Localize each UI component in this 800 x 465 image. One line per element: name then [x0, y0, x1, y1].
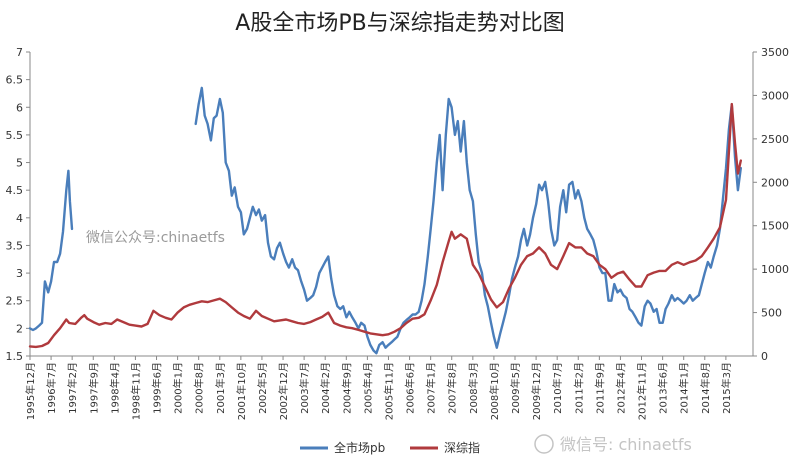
x-tick-label: 1997年2月 [66, 362, 79, 414]
wechat-icon [534, 434, 554, 454]
x-tick-label: 2015年3月 [720, 362, 733, 414]
x-tick-label: 2001年10月 [235, 362, 248, 420]
y-right-tick-label: 2500 [761, 133, 789, 146]
y-right-tick-label: 3000 [761, 89, 789, 102]
y-left-tick-label: 6.5 [6, 74, 24, 87]
y-left-tick-label: 4.5 [6, 184, 24, 197]
y-left-tick-label: 3 [16, 267, 23, 280]
x-tick-label: 2005年11月 [382, 362, 395, 420]
legend-label: 全市场pb [334, 440, 385, 455]
y-left-tick-label: 3.5 [6, 239, 24, 252]
x-tick-label: 2012年4月 [614, 362, 627, 414]
y-left-tick-label: 2.5 [6, 295, 24, 308]
y-right-tick-label: 1000 [761, 263, 789, 276]
x-tick-label: 2002年12月 [277, 362, 290, 420]
series-line-szzs [28, 102, 742, 349]
x-tick-label: 2004年2月 [319, 362, 332, 414]
x-tick-label: 2005年4月 [361, 362, 374, 414]
x-tick-label: 2004年9月 [340, 362, 353, 414]
y-left-tick-label: 5 [16, 157, 23, 170]
x-tick-label: 2007年1月 [425, 362, 438, 414]
y-left-tick-label: 2 [16, 322, 23, 335]
x-tick-label: 2000年1月 [172, 362, 185, 414]
x-tick-label: 2009年5月 [509, 362, 522, 414]
x-tick-label: 2008年10月 [488, 362, 501, 420]
y-left-tick-label: 4 [16, 212, 23, 225]
x-tick-label: 1995年12月 [24, 362, 37, 420]
x-tick-label: 1998年4月 [108, 362, 121, 414]
x-tick-label: 1998年11月 [129, 362, 142, 420]
x-tick-label: 2001年3月 [214, 362, 227, 414]
x-tick-label: 2014年1月 [678, 362, 691, 414]
legend: 全市场pb 深综指 [300, 440, 480, 455]
x-tick-label: 2008年3月 [467, 362, 480, 414]
x-tick-label: 2013年6月 [657, 362, 670, 414]
x-tick-label: 2007年8月 [446, 362, 459, 414]
y-left-tick-label: 5.5 [6, 129, 24, 142]
y-right-tick-label: 3500 [761, 46, 789, 59]
watermark-bottom-right: 微信号: chinaetfs [560, 435, 692, 454]
y-left-tick-label: 1.5 [6, 350, 24, 363]
x-tick-label: 1997年9月 [87, 362, 100, 414]
x-tick-label: 2002年5月 [256, 362, 269, 414]
x-tick-label: 2003年7月 [298, 362, 311, 414]
series-layer [28, 86, 742, 355]
y-left-tick-label: 7 [16, 46, 23, 59]
series-line-pb [194, 86, 742, 355]
legend-label: 深综指 [444, 440, 480, 455]
chart-title: A股全市场PB与深综指走势对比图 [235, 11, 564, 36]
x-tick-label: 1999年6月 [151, 362, 164, 414]
x-tick-label: 2000年8月 [193, 362, 206, 414]
watermark-center: 微信公众号:chinaetfs [86, 230, 225, 246]
y-right-tick-label: 2000 [761, 176, 789, 189]
x-tick-label: 2011年9月 [593, 362, 606, 414]
x-tick-label: 2011年2月 [572, 362, 585, 414]
y-left-tick-label: 6 [16, 101, 23, 114]
x-tick-label: 2009年12月 [530, 362, 543, 420]
x-tick-label: 2010年7月 [551, 362, 564, 414]
x-tick-label: 1996年7月 [45, 362, 58, 414]
y-right-tick-label: 500 [761, 307, 782, 320]
y-right-tick-label: 0 [761, 350, 768, 363]
wechat-watermark: 微信号: chinaetfs [534, 434, 692, 454]
x-tick-label: 2006年6月 [404, 362, 417, 414]
series-line-pb [28, 169, 74, 332]
x-tick-label: 2012年11月 [636, 362, 649, 420]
x-tick-label: 2014年8月 [699, 362, 712, 414]
axes: 1.5 2 2.5 3 3.5 4 4.5 5 5.5 6 6.5 7 0 500 1000 1500 2000… [6, 46, 790, 420]
y-right-tick-label: 1500 [761, 220, 789, 233]
